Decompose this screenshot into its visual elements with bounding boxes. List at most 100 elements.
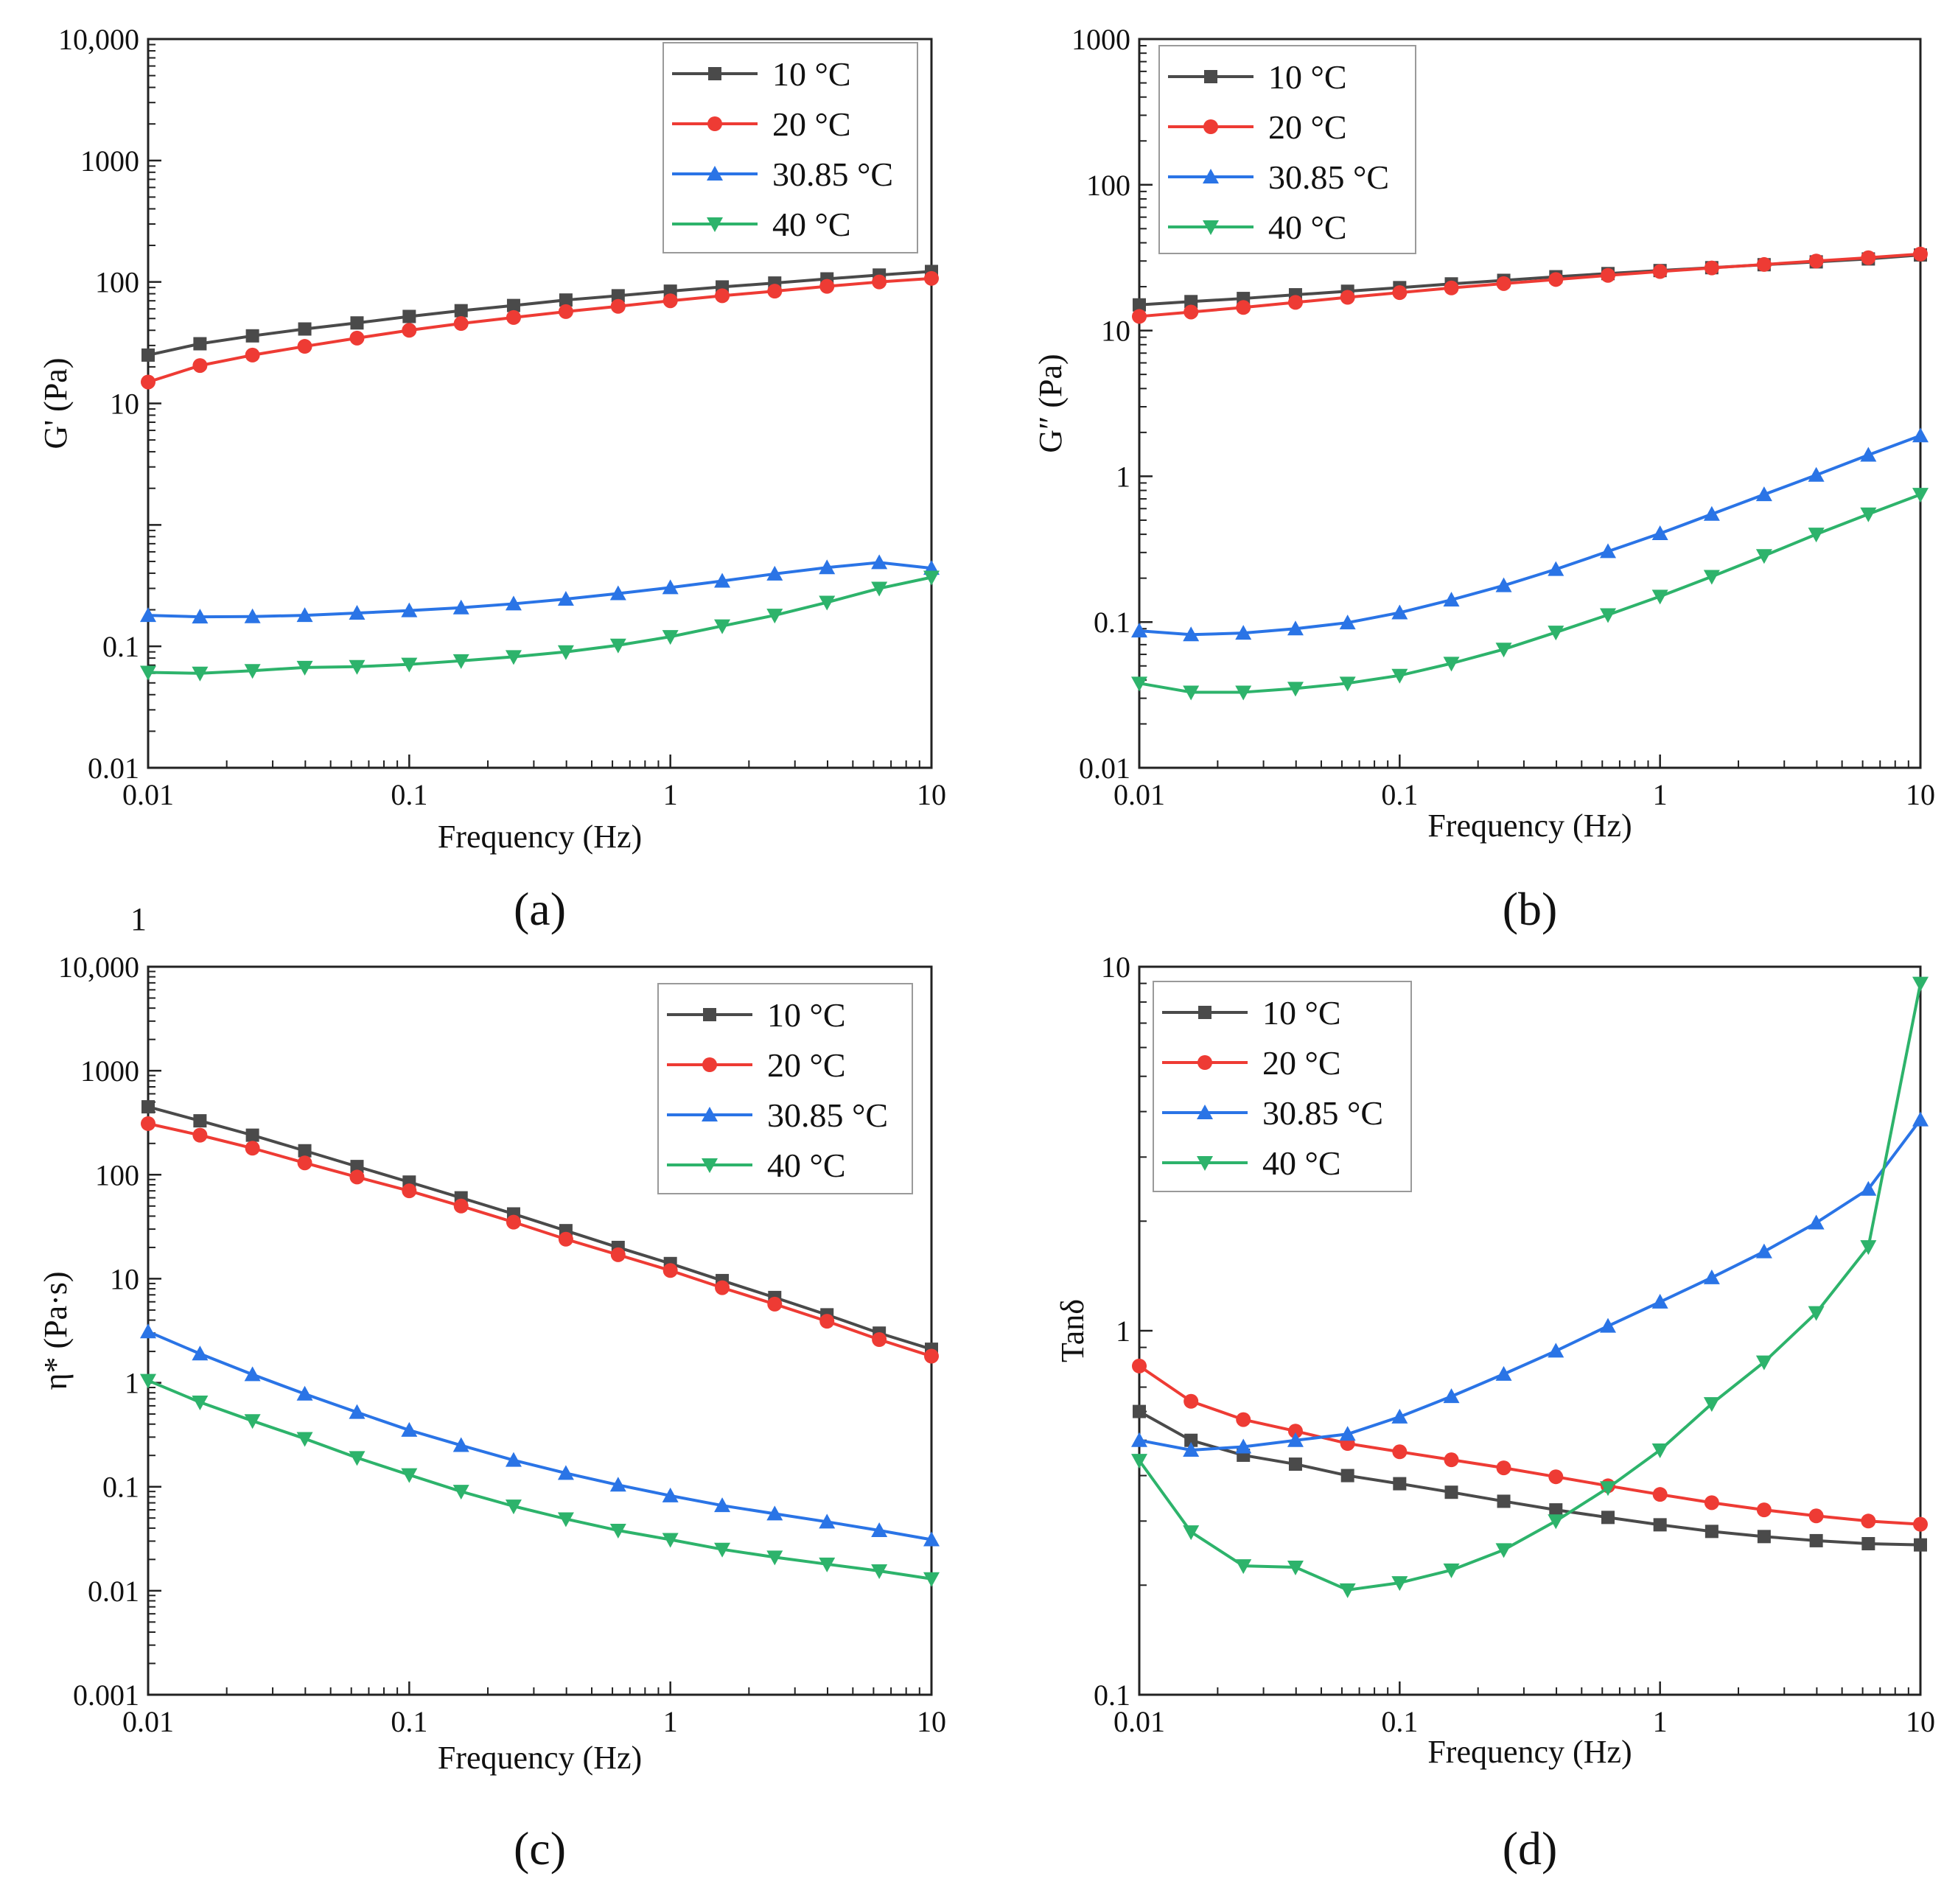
- legend-marker: [702, 1158, 718, 1173]
- stray-mark: 1: [130, 901, 147, 937]
- data-point: [923, 570, 940, 586]
- data-point: [1808, 466, 1825, 482]
- data-point: [1808, 1508, 1824, 1524]
- legend-marker: [707, 166, 723, 181]
- data-point: [1756, 256, 1772, 272]
- data-point: [557, 1512, 574, 1527]
- data-point: [452, 1485, 469, 1500]
- data-point: [401, 657, 418, 673]
- data-point: [192, 1127, 208, 1143]
- data-point: [557, 1465, 574, 1480]
- x-axis-label: Frequency (Hz): [1427, 1734, 1632, 1770]
- data-point: [1287, 620, 1304, 636]
- data-point: [1235, 685, 1252, 701]
- data-point: [1652, 264, 1668, 279]
- panel-label: (c): [514, 1822, 566, 1875]
- data-point: [559, 293, 573, 307]
- data-point: [1340, 1469, 1354, 1483]
- data-point: [1391, 1408, 1408, 1424]
- data-point: [192, 1395, 209, 1410]
- data-point: [1340, 290, 1355, 305]
- data-point: [871, 1564, 888, 1579]
- x-tick-label: 0.01: [122, 778, 174, 811]
- data-point: [1392, 285, 1408, 301]
- data-point: [1131, 676, 1147, 692]
- data-point: [714, 573, 731, 588]
- series-line: [147, 561, 932, 619]
- x-tick-label: 1: [1653, 1705, 1668, 1738]
- data-point: [296, 607, 313, 623]
- data-point: [662, 293, 678, 309]
- legend-marker: [703, 1008, 716, 1021]
- legend-entry: 10 °C: [772, 55, 851, 93]
- legend-entry: 20 °C: [772, 105, 851, 143]
- y-tick-label: 1000: [80, 1054, 139, 1088]
- y-tick-label: 10: [1101, 951, 1130, 984]
- data-point: [766, 565, 783, 581]
- data-point: [1495, 643, 1512, 658]
- data-point: [349, 1451, 366, 1466]
- series-3: [140, 554, 940, 624]
- y-tick-label: 0.1: [1094, 606, 1130, 639]
- x-tick-label: 0.01: [1113, 1705, 1165, 1738]
- data-point: [506, 309, 521, 325]
- data-point: [1496, 1460, 1511, 1476]
- data-point: [1653, 1518, 1667, 1532]
- data-point: [714, 1542, 731, 1558]
- data-point: [609, 1524, 626, 1539]
- data-point: [1755, 1355, 1772, 1371]
- y-tick-label: 100: [1086, 169, 1130, 202]
- y-tick-label: 0.01: [88, 1575, 139, 1608]
- data-point: [296, 1432, 313, 1447]
- data-point: [662, 1533, 679, 1548]
- series-line: [147, 270, 932, 357]
- data-point: [245, 347, 260, 363]
- data-point: [505, 595, 522, 611]
- data-point: [1236, 1412, 1251, 1427]
- data-point: [923, 1572, 940, 1587]
- data-point: [453, 316, 469, 332]
- data-point: [1287, 295, 1303, 310]
- data-point: [1912, 427, 1929, 443]
- legend-entry: 20 °C: [1262, 1044, 1341, 1082]
- data-point: [1809, 1533, 1823, 1547]
- data-point: [1808, 253, 1824, 269]
- legend-entry: 10 °C: [1262, 994, 1341, 1032]
- legend-marker: [1197, 1105, 1213, 1119]
- legend-marker: [1203, 119, 1218, 134]
- panel-label: (b): [1503, 883, 1558, 935]
- series-line: [1138, 983, 1922, 1592]
- data-point: [662, 1487, 679, 1502]
- y-tick-label: 0.1: [102, 630, 139, 663]
- data-point: [1548, 626, 1564, 641]
- legend: 10 °C 20 °C 30.85 °C 40 °C: [662, 42, 918, 253]
- legend-marker: [702, 1057, 717, 1072]
- series-1: [1133, 248, 1927, 312]
- y-tick-label: 1: [1116, 460, 1130, 493]
- data-point: [402, 309, 416, 323]
- data-point: [1548, 1469, 1564, 1485]
- data-point: [1600, 1481, 1617, 1497]
- panel-label: (a): [514, 883, 566, 935]
- data-point: [1443, 1563, 1460, 1578]
- data-point: [452, 654, 469, 669]
- data-point: [141, 348, 155, 362]
- data-point: [714, 619, 731, 634]
- data-point: [1601, 267, 1616, 283]
- data-point: [1131, 1454, 1147, 1469]
- data-point: [1132, 309, 1147, 324]
- series-line: [147, 1121, 932, 1358]
- data-point: [1861, 250, 1876, 265]
- data-point: [819, 1314, 835, 1329]
- data-point: [1861, 1537, 1875, 1551]
- data-point: [662, 1263, 678, 1278]
- data-point: [871, 1522, 888, 1538]
- x-tick-label: 0.01: [122, 1705, 174, 1738]
- data-point: [1914, 1538, 1927, 1552]
- legend-marker: [708, 67, 721, 80]
- series-4: [140, 1373, 940, 1587]
- legend-box: [1158, 45, 1416, 254]
- legend-entry: 30.85 °C: [1262, 1094, 1383, 1132]
- data-point: [141, 1116, 155, 1131]
